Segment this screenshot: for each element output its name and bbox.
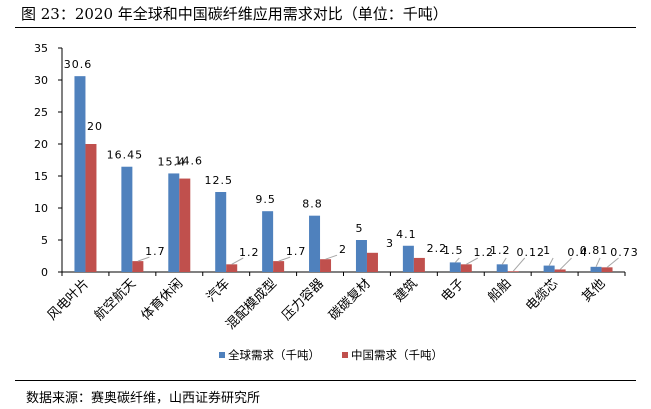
data-label-global: 12.5 (204, 174, 233, 187)
y-tick-label: 15 (34, 170, 48, 183)
data-label-global: 8.8 (302, 198, 323, 211)
leader-line (325, 254, 338, 260)
bar-china (226, 264, 238, 272)
x-tick-label: 混配模成型 (223, 276, 280, 333)
bar-china (320, 259, 332, 272)
bar-china (601, 267, 613, 272)
leader-line (559, 257, 572, 270)
bar-china (85, 144, 97, 272)
data-label-china: 14.6 (175, 155, 204, 168)
leader-line (278, 256, 291, 262)
y-axis: 0 5 10 15 20 25 30 35 (34, 42, 63, 279)
y-tick-label: 25 (34, 106, 48, 119)
x-tick-label: 体育休闲 (138, 276, 186, 324)
leader-line (595, 257, 601, 268)
data-label-global: 9.5 (255, 193, 276, 206)
bar-china (273, 261, 285, 272)
data-label-global: 5 (355, 222, 363, 235)
bar-global (355, 240, 367, 272)
bar-global (168, 173, 180, 272)
leader-line (501, 257, 507, 265)
data-label-china: 1.2 (474, 246, 495, 259)
bar-global (496, 264, 508, 272)
x-tick-label: 船舶 (485, 276, 515, 306)
legend-swatch (219, 352, 225, 358)
leader-line (454, 257, 460, 263)
y-tick-label: 5 (41, 234, 48, 247)
bar-global (402, 245, 414, 272)
leader-line (137, 256, 150, 262)
y-tick-label: 30 (34, 74, 48, 87)
data-label-global: 30.6 (64, 58, 93, 71)
source-note: 数据来源：赛奥碳纤维，山西证券研究所 (26, 391, 261, 406)
data-labels: 30.6 20 16.45 1.7 15.414.612.5 1.2 9.5 1.7 8.8 25… (64, 58, 639, 272)
data-label-global: 1.5 (443, 244, 464, 257)
leader-line (466, 257, 479, 265)
bar-china (460, 264, 472, 272)
y-tick-label: 0 (41, 266, 48, 279)
data-label-china: 0.4 (567, 246, 588, 259)
data-label-china: 0.73 (610, 246, 639, 259)
x-tick-label: 汽车 (203, 276, 233, 306)
legend: 全球需求（千吨） 中国需求（千吨） (219, 348, 443, 362)
bar-china (507, 271, 519, 272)
bar-global (215, 192, 227, 272)
bar-china (413, 257, 425, 272)
data-label-china: 0.12 (516, 246, 545, 259)
data-label-global: 1 (543, 244, 551, 257)
x-tick-label: 压力容器 (279, 276, 327, 324)
data-label-global: 1.2 (490, 244, 511, 257)
y-tick-label: 10 (34, 202, 48, 215)
data-label-global: 0.81 (580, 244, 609, 257)
x-tick-label: 风电叶片 (45, 276, 92, 323)
data-label-china: 2.2 (427, 242, 448, 255)
x-tick-label: 其他 (579, 276, 608, 305)
y-tick-label: 35 (34, 42, 48, 55)
data-label-china: 1.7 (286, 245, 307, 258)
leader-line (548, 257, 554, 266)
data-label-global: 15.4 (158, 155, 187, 168)
bar-china (179, 178, 191, 272)
data-label-china: 3 (386, 237, 394, 250)
x-tick-label: 建筑 (391, 276, 421, 306)
x-tick-label: 航空航天 (91, 276, 139, 324)
bottom-rule (15, 380, 636, 381)
bar-global (121, 166, 133, 272)
top-rule (15, 27, 636, 28)
leader-line (231, 257, 244, 265)
x-tick-label: 电子 (439, 276, 468, 305)
x-tick-label: 碳碳复材 (326, 276, 373, 323)
bar-global (543, 265, 555, 272)
bar-global (74, 76, 86, 272)
leader-line (512, 257, 526, 272)
bar-global (262, 211, 274, 272)
leader-line (606, 257, 619, 268)
bar-china (132, 261, 144, 272)
data-label-china: 2 (339, 243, 347, 256)
data-label-china: 20 (87, 120, 103, 133)
bar-global (449, 262, 461, 272)
data-label-china: 1.2 (239, 246, 260, 259)
legend-label: 全球需求（千吨） (228, 348, 320, 362)
bar-global (590, 266, 602, 272)
figure-title: 图 23：2020 年全球和中国碳纤维应用需求对比（单位：千吨） (21, 5, 448, 23)
bar-china (554, 269, 566, 272)
x-tick-label: 电缆芯 (523, 276, 562, 315)
data-label-global: 16.45 (107, 149, 144, 162)
data-label-china: 1.7 (145, 245, 166, 258)
legend-label: 中国需求（千吨） (351, 348, 443, 362)
bars (74, 76, 613, 272)
legend-swatch (342, 352, 348, 358)
bar-global (309, 215, 321, 272)
data-label-global: 4.1 (396, 228, 417, 241)
bar-china (366, 252, 378, 272)
y-tick-label: 20 (34, 138, 48, 151)
